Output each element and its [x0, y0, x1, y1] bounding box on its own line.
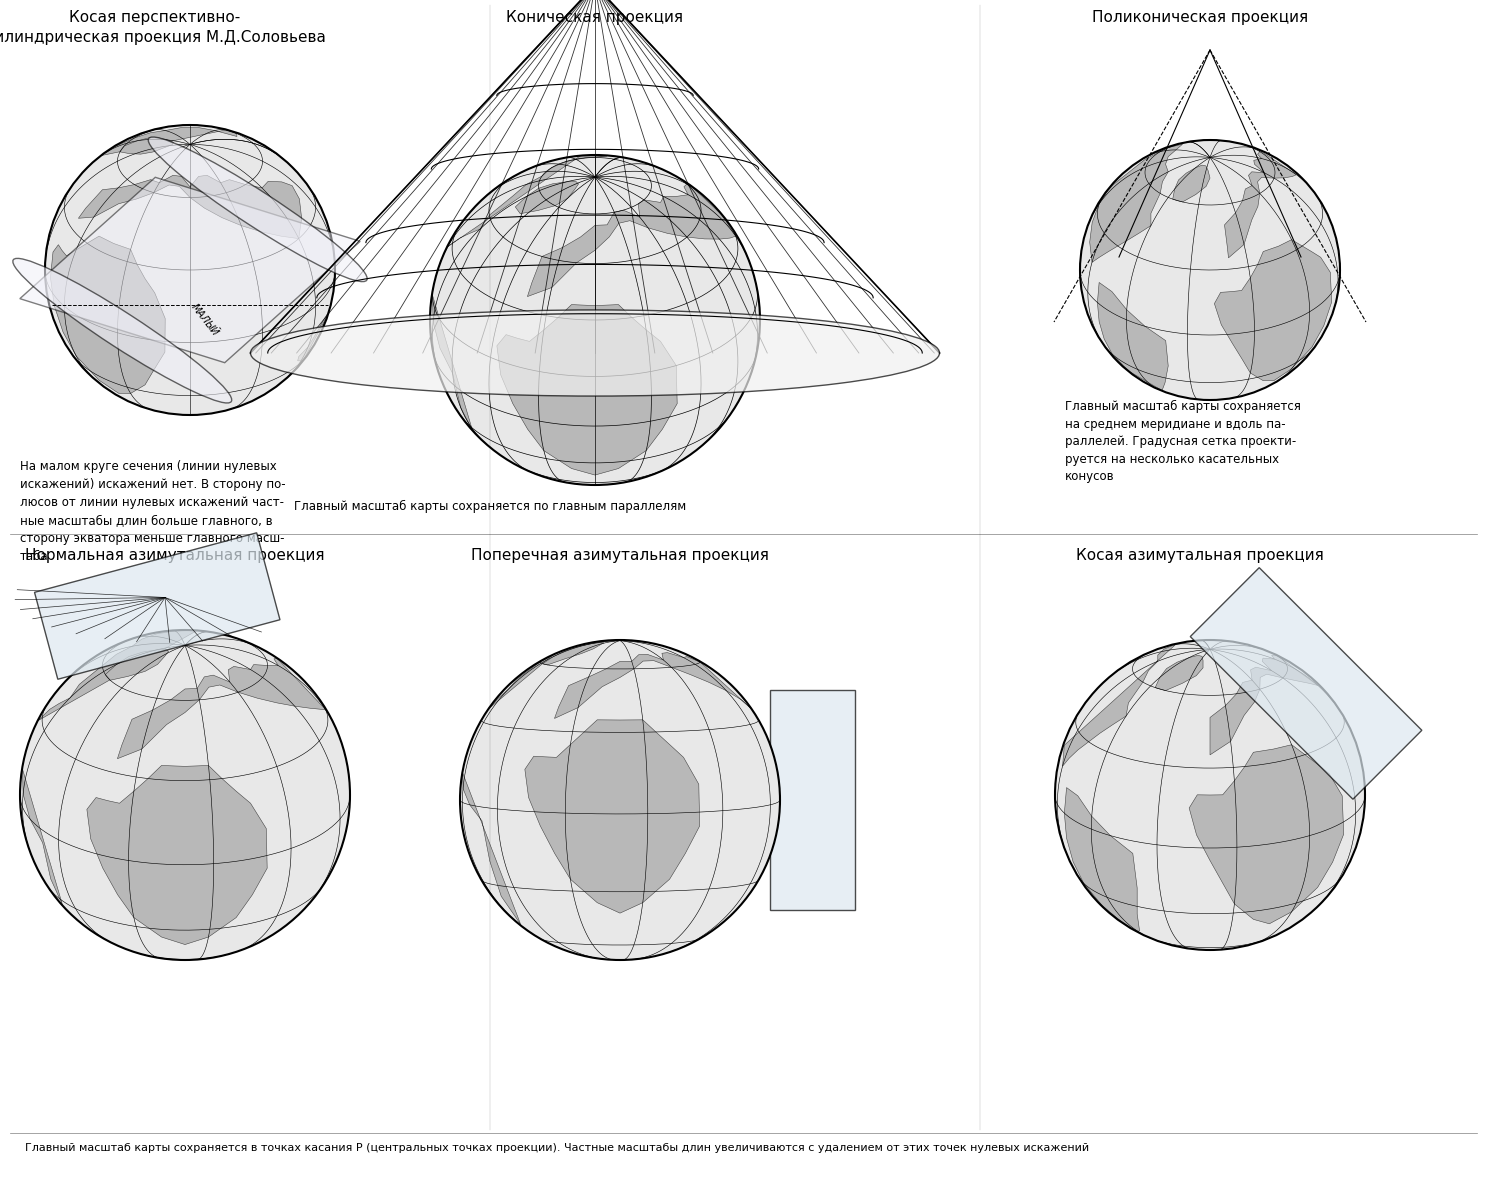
Text: Косая азимутальная проекция: Косая азимутальная проекция [1077, 548, 1323, 563]
Polygon shape [101, 128, 236, 156]
Polygon shape [489, 654, 553, 709]
Text: Поликоническая проекция: Поликоническая проекция [1091, 9, 1309, 25]
Circle shape [1080, 141, 1340, 400]
Polygon shape [297, 314, 329, 361]
Polygon shape [497, 305, 677, 475]
Polygon shape [19, 177, 360, 363]
Polygon shape [117, 658, 326, 758]
Polygon shape [433, 295, 473, 431]
Polygon shape [1224, 149, 1297, 257]
Text: Косая перспективно-
цилиндрическая проекция М.Д.Соловьева: Косая перспективно- цилиндрическая проек… [0, 9, 326, 45]
Text: Поперечная азимутальная проекция: Поперечная азимутальная проекция [471, 548, 769, 563]
Circle shape [45, 125, 335, 415]
Polygon shape [462, 772, 520, 925]
Polygon shape [86, 765, 268, 945]
Polygon shape [1190, 568, 1422, 800]
Text: Коническая проекция: Коническая проекция [507, 9, 684, 25]
Ellipse shape [250, 309, 940, 396]
Text: На малом круге сечения (линии нулевых
искажений) искажений нет. В сторону по-
лю: На малом круге сечения (линии нулевых ис… [19, 461, 286, 563]
Text: Главный масштаб карты сохраняется
на среднем меридиане и вдоль па-
раллелей. Гра: Главный масштаб карты сохраняется на сре… [1065, 400, 1301, 483]
Circle shape [1054, 640, 1365, 950]
Text: Главный масштаб карты сохраняется по главным параллелям: Главный масштаб карты сохраняется по гла… [294, 500, 686, 513]
Circle shape [459, 640, 781, 960]
Circle shape [19, 629, 349, 960]
Polygon shape [1063, 645, 1176, 766]
Polygon shape [1173, 165, 1210, 202]
Ellipse shape [13, 259, 232, 403]
Circle shape [430, 155, 760, 485]
Polygon shape [1065, 788, 1139, 932]
Polygon shape [528, 184, 736, 296]
Polygon shape [1155, 655, 1203, 691]
Polygon shape [51, 236, 165, 393]
Polygon shape [22, 769, 62, 905]
Polygon shape [1190, 745, 1344, 924]
Polygon shape [1215, 240, 1332, 380]
Text: Нормальная азимутальная проекция: Нормальная азимутальная проекция [25, 548, 324, 563]
Polygon shape [448, 156, 607, 247]
Polygon shape [106, 650, 168, 680]
Polygon shape [525, 720, 700, 913]
Polygon shape [34, 533, 280, 679]
Polygon shape [555, 653, 751, 718]
Polygon shape [37, 631, 198, 720]
Polygon shape [543, 642, 604, 665]
Polygon shape [516, 182, 578, 214]
Text: Главный масштаб карты сохраняется в точках касания P (центральных точках проекци: Главный масштаб карты сохраняется в точк… [25, 1143, 1088, 1153]
Polygon shape [1210, 655, 1317, 755]
Polygon shape [1097, 282, 1169, 391]
Polygon shape [120, 138, 174, 155]
Text: МАЛЫЙ: МАЛЫЙ [189, 302, 220, 338]
Polygon shape [79, 175, 302, 239]
Ellipse shape [149, 137, 367, 281]
Polygon shape [770, 690, 855, 911]
Polygon shape [1090, 144, 1182, 262]
